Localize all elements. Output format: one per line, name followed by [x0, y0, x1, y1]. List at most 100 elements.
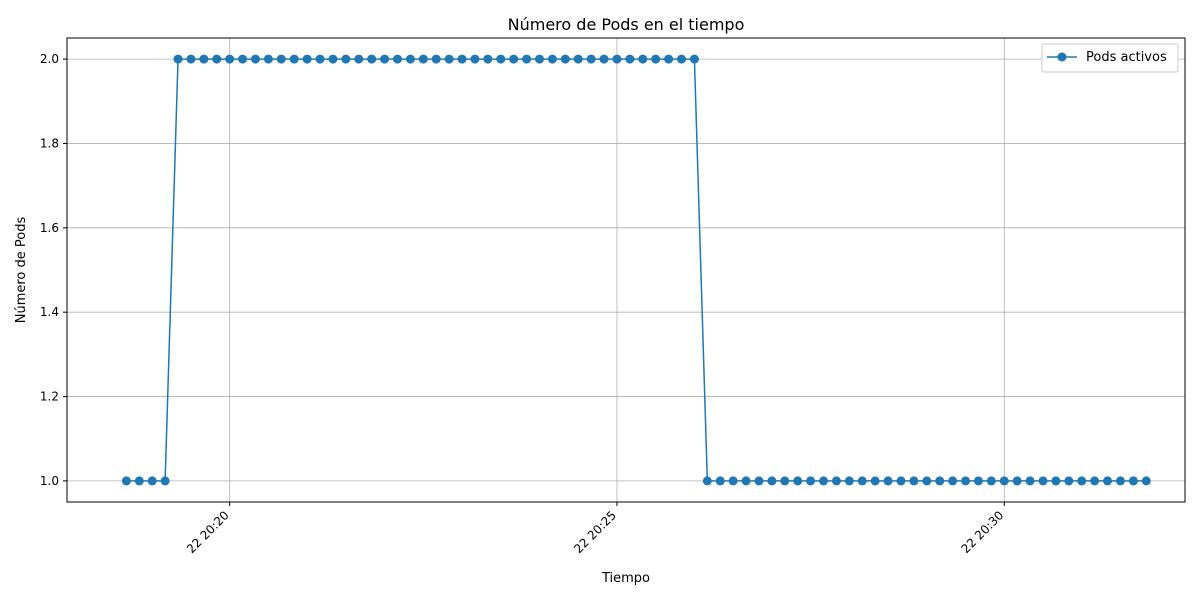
legend-box [1041, 43, 1179, 73]
data-point [535, 54, 544, 64]
data-point [1103, 476, 1113, 486]
data-point [160, 476, 170, 486]
data-point [1077, 476, 1087, 486]
data-point [212, 54, 222, 64]
legend-marker [1057, 52, 1067, 62]
data-point [509, 54, 519, 64]
data-point [173, 54, 183, 64]
data-point [715, 476, 725, 486]
data-point [586, 54, 596, 64]
y-tick-label: 1.6 [40, 221, 59, 235]
data-point [302, 54, 312, 64]
grid [67, 38, 1185, 502]
legend-entry: Pods activos [1086, 50, 1167, 65]
data-point [819, 476, 829, 486]
data-point [728, 476, 738, 486]
data-point [431, 54, 441, 64]
data-point [831, 476, 841, 486]
data-point [677, 54, 687, 64]
data-point [961, 476, 971, 486]
data-point [754, 476, 764, 486]
data-point [702, 476, 712, 486]
data-point [483, 54, 493, 64]
data-point [806, 476, 816, 486]
data-point [418, 54, 428, 64]
data-point [496, 54, 506, 64]
data-point [276, 54, 286, 64]
data-point [1115, 476, 1125, 486]
data-point [573, 54, 583, 64]
data-point [341, 54, 351, 64]
data-point [844, 476, 854, 486]
data-point [225, 54, 235, 64]
data-point [651, 54, 661, 64]
y-tick-label: 1.8 [40, 136, 59, 150]
data-point [560, 54, 570, 64]
data-point [1012, 476, 1022, 486]
data-point [1038, 476, 1048, 486]
data-point [199, 54, 209, 64]
data-point [883, 476, 893, 486]
series-line [126, 58, 1147, 482]
data-point [315, 54, 325, 64]
data-point [134, 476, 144, 486]
data-point [121, 476, 131, 486]
data-point [870, 476, 880, 486]
data-point [948, 476, 958, 486]
data-point [1025, 476, 1035, 486]
data-point [599, 54, 609, 64]
x-axis-label: Tiempo [601, 571, 650, 586]
data-point [767, 476, 777, 486]
data-point [457, 54, 467, 64]
data-point [250, 54, 260, 64]
chart-title: Número de Pods en el tiempo [508, 15, 745, 34]
x-tick-label: 22 20:30 [959, 508, 1007, 556]
data-point [1051, 476, 1061, 486]
y-tick-label: 2.0 [40, 52, 59, 66]
y-tick-label: 1.0 [40, 474, 59, 488]
data-point [186, 54, 196, 64]
legend: Pods activos [1041, 43, 1179, 73]
data-point [522, 54, 532, 64]
data-point [392, 54, 402, 64]
data-point [986, 476, 996, 486]
data-point [444, 54, 454, 64]
series-layer [121, 54, 1151, 486]
x-tick-label: 22 20:25 [571, 508, 619, 556]
data-point [238, 54, 248, 64]
data-point [1090, 476, 1100, 486]
data-point [380, 54, 390, 64]
data-point [922, 476, 932, 486]
data-point [857, 476, 867, 486]
data-point [741, 476, 751, 486]
plot-area [66, 37, 1186, 503]
data-point [354, 54, 364, 64]
y-tick-label: 1.2 [40, 390, 59, 404]
data-point [973, 476, 983, 486]
data-point [1141, 476, 1151, 486]
y-tick-label: 1.4 [40, 305, 59, 319]
data-point [547, 54, 557, 64]
data-point [147, 476, 157, 486]
data-point [1064, 476, 1074, 486]
data-point [328, 54, 338, 64]
data-point [263, 54, 273, 64]
data-point [638, 54, 648, 64]
data-point [405, 54, 415, 64]
data-point [1128, 476, 1138, 486]
data-point [367, 54, 377, 64]
data-point [625, 54, 635, 64]
data-point [999, 476, 1009, 486]
y-axis-label: Número de Pods [14, 217, 29, 324]
x-tick-label: 22 20:20 [184, 508, 232, 556]
data-point [793, 476, 803, 486]
data-point [664, 54, 674, 64]
data-point [289, 54, 299, 64]
data-point [612, 54, 622, 64]
data-point [909, 476, 919, 486]
data-point [689, 54, 699, 64]
data-point [470, 54, 480, 64]
data-point [935, 476, 945, 486]
data-point [780, 476, 790, 486]
